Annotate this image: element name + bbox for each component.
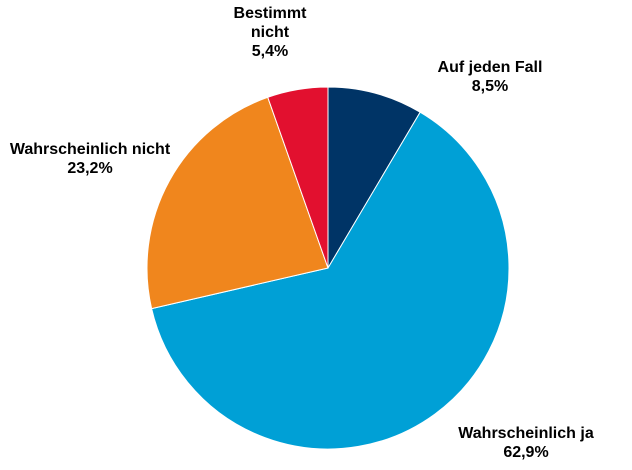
category-label: Bestimmt nicht [233, 5, 307, 41]
slice-label: Auf jeden Fall 8,5% [400, 58, 580, 96]
pie-slice [151, 111, 510, 450]
value-label: 8,5% [471, 78, 509, 95]
pie-slice [327, 86, 421, 270]
value-label: 62,9% [503, 444, 549, 461]
value-label: 5,4% [251, 43, 289, 60]
category-label: Wahrscheinlich ja [458, 425, 594, 442]
pie-slice [267, 86, 329, 269]
slice-label: Wahrscheinlich nicht 23,2% [0, 140, 180, 178]
value-label: 23,2% [67, 160, 113, 177]
category-label: Auf jeden Fall [437, 59, 543, 76]
slice-label: Wahrscheinlich ja 62,9% [420, 424, 632, 462]
slice-label: Bestimmt nicht 5,4% [215, 4, 325, 61]
pie-slice [146, 96, 329, 310]
category-label: Wahrscheinlich nicht [9, 141, 171, 158]
